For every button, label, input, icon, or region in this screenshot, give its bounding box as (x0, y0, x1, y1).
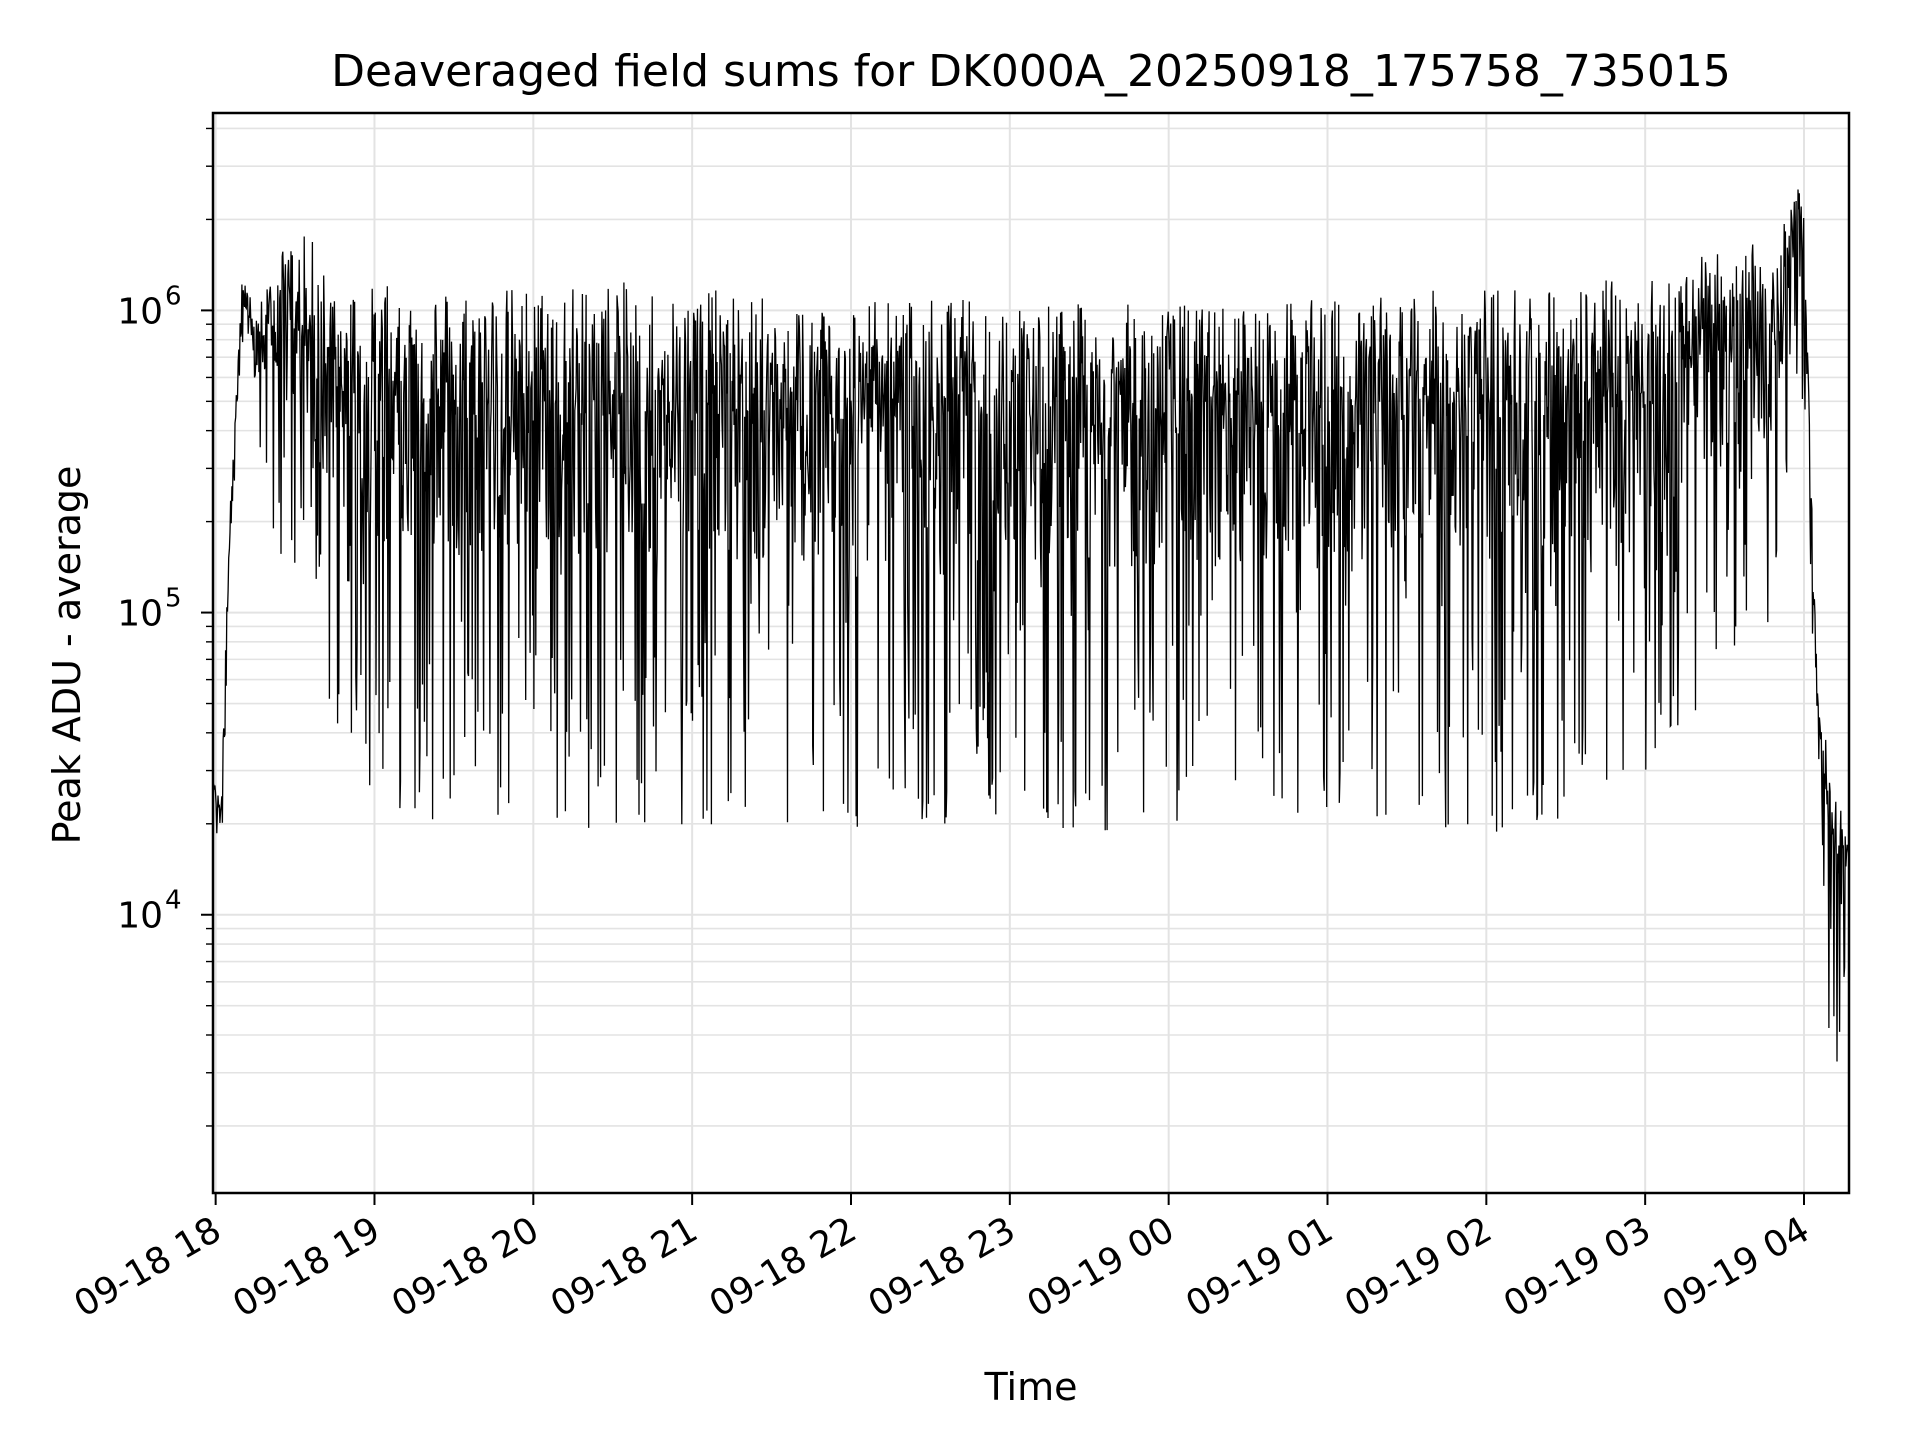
y-tick-exponent: 6 (165, 281, 182, 311)
y-tick-label: 10 (117, 594, 163, 635)
y-tick-exponent: 5 (165, 584, 182, 614)
series-line (212, 189, 1850, 1062)
y-axis-label: Peak ADU - average (45, 466, 89, 845)
x-axis-label: Time (984, 1365, 1078, 1409)
plot-frame (211, 111, 1851, 1195)
y-tick-label: 10 (117, 896, 163, 937)
y-tick-label: 10 (117, 291, 163, 332)
y-tick-exponent: 4 (165, 886, 182, 916)
chart-title: Deaveraged field sums for DK000A_2025091… (331, 46, 1731, 97)
